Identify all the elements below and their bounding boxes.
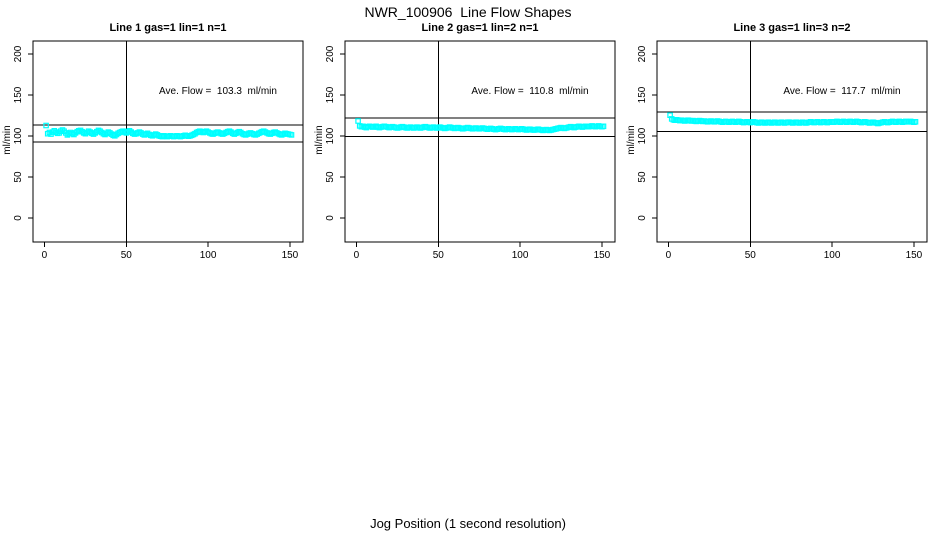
plot-box xyxy=(656,40,928,243)
x-tick-label: 100 xyxy=(199,250,217,261)
x-tick-label: 50 xyxy=(120,250,132,261)
x-tick-label: 50 xyxy=(744,250,756,261)
y-tick-label: 200 xyxy=(13,45,24,63)
x-tick-label: 0 xyxy=(353,250,360,261)
x-axis-label: Jog Position (1 second resolution) xyxy=(370,516,566,531)
scatter-series-line-3 xyxy=(667,112,919,127)
scatter-series-line-2 xyxy=(355,118,607,134)
scatter-series-line-1 xyxy=(43,122,295,140)
ave-flow-annotation: Ave. Flow = 103.3 ml/min xyxy=(159,86,277,98)
x-tick-label: 150 xyxy=(593,250,611,261)
y-axis-title: ml/min xyxy=(626,124,637,155)
panel-title-line-2: Line 2 gas=1 lin=2 n=1 xyxy=(421,22,539,34)
ave-flow-annotation: Ave. Flow = 110.8 ml/min xyxy=(471,86,589,98)
page-title: NWR_100906 Line Flow Shapes xyxy=(364,4,572,20)
x-tick-label: 0 xyxy=(41,250,48,261)
x-tick-label: 100 xyxy=(511,250,529,261)
x-tick-label: 150 xyxy=(281,250,299,261)
panel-title-line-1: Line 1 gas=1 lin=1 n=1 xyxy=(109,22,227,34)
ave-flow-annotation: Ave. Flow = 117.7 ml/min xyxy=(783,86,901,98)
x-tick-label: 0 xyxy=(665,250,672,261)
y-axis-title: ml/min xyxy=(2,124,13,155)
y-tick-label: 200 xyxy=(637,45,648,63)
x-tick-label: 150 xyxy=(905,250,923,261)
y-axis-title: ml/min xyxy=(314,124,325,155)
x-tick-label: 50 xyxy=(432,250,444,261)
plot-box xyxy=(344,40,616,243)
x-tick-label: 100 xyxy=(823,250,841,261)
y-tick-label: 200 xyxy=(325,45,336,63)
panel-title-line-3: Line 3 gas=1 lin=3 n=2 xyxy=(733,22,851,34)
